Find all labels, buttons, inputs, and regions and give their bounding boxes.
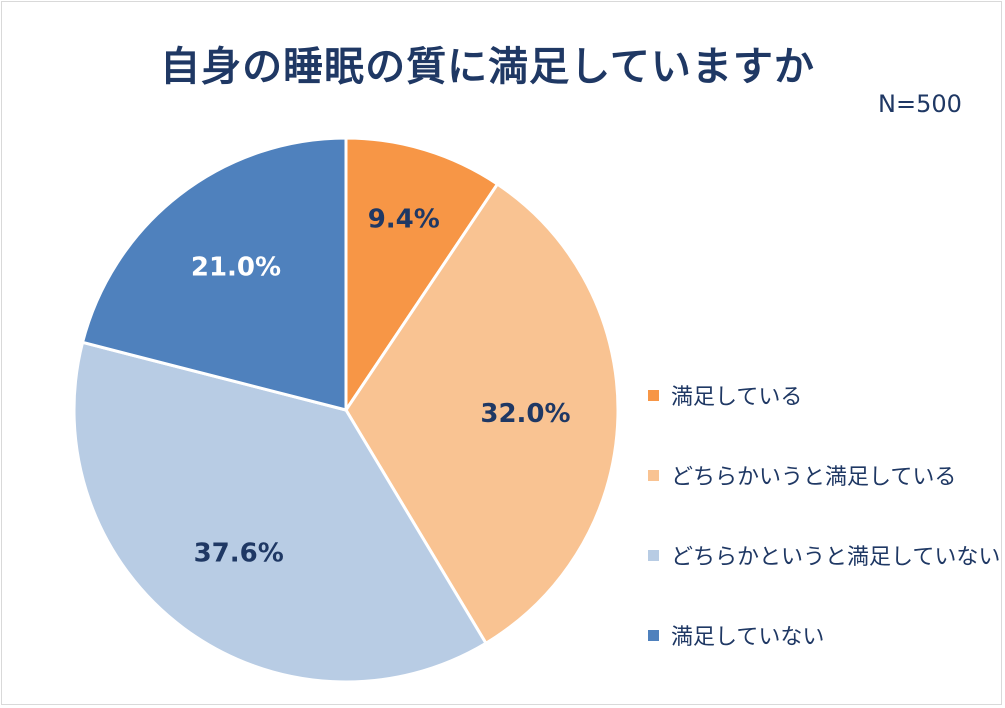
legend-item-satisfied: 満足している [648, 375, 1000, 415]
data-label: 9.4% [368, 205, 440, 235]
data-label: 32.0% [480, 399, 570, 429]
legend-item-unsatisfied: 満足していない [648, 615, 1000, 655]
pie-slice [344, 182, 620, 645]
legend-swatch [648, 549, 659, 561]
pie-slice [344, 136, 499, 412]
data-label: 37.6% [194, 538, 284, 568]
data-label: 21.0% [191, 253, 281, 283]
pie-slice [72, 340, 488, 684]
chart-title: 自身の睡眠の質に満足していますか [160, 44, 815, 90]
legend-label: 満足していない [671, 625, 825, 650]
legend-label: どちらかというと満足していない [671, 545, 1001, 570]
legend-swatch [648, 629, 659, 641]
legend: 満足している どちらかいうと満足している どちらかというと満足していない 満足し… [648, 375, 1000, 695]
sample-size-label: N=500 [878, 90, 962, 118]
legend-swatch [648, 389, 659, 401]
legend-item-somewhat-unsatisfied: どちらかというと満足していない [648, 535, 1000, 575]
pie-slice [81, 136, 348, 412]
legend-label: どちらかいうと満足している [671, 465, 957, 490]
legend-label: 満足している [671, 385, 803, 410]
legend-item-somewhat-satisfied: どちらかいうと満足している [648, 455, 1000, 495]
legend-swatch [648, 469, 659, 481]
